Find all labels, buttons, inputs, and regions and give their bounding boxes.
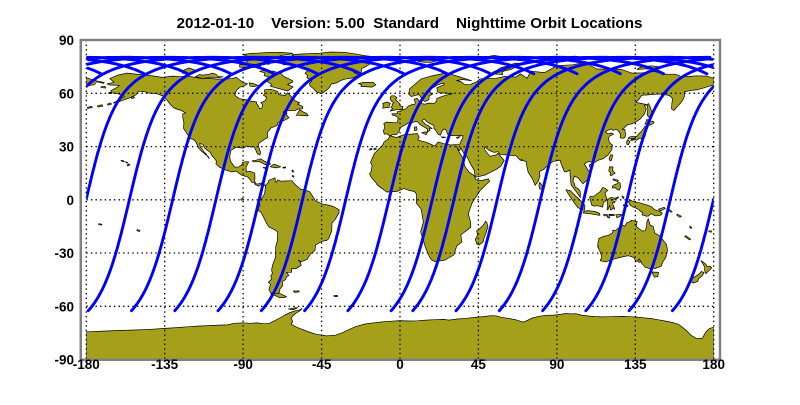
svg-text:-90: -90	[54, 353, 74, 368]
svg-text:90: 90	[549, 357, 564, 372]
svg-text:-90: -90	[233, 357, 253, 372]
svg-text:0: 0	[66, 193, 74, 208]
svg-text:60: 60	[59, 86, 74, 101]
svg-text:135: 135	[624, 357, 647, 372]
svg-text:90: 90	[59, 33, 74, 48]
svg-text:180: 180	[702, 357, 725, 372]
svg-text:30: 30	[59, 140, 74, 155]
svg-text:-135: -135	[151, 357, 179, 372]
svg-text:-45: -45	[312, 357, 332, 372]
svg-text:-180: -180	[73, 357, 100, 372]
svg-text:45: 45	[471, 357, 487, 372]
svg-text:0: 0	[396, 357, 404, 372]
svg-text:2012-01-10 Version: 5.00 S: 2012-01-10 Version: 5.00 Standard Nightt…	[177, 15, 643, 32]
svg-text:-60: -60	[54, 299, 74, 314]
svg-text:-30: -30	[54, 246, 74, 261]
